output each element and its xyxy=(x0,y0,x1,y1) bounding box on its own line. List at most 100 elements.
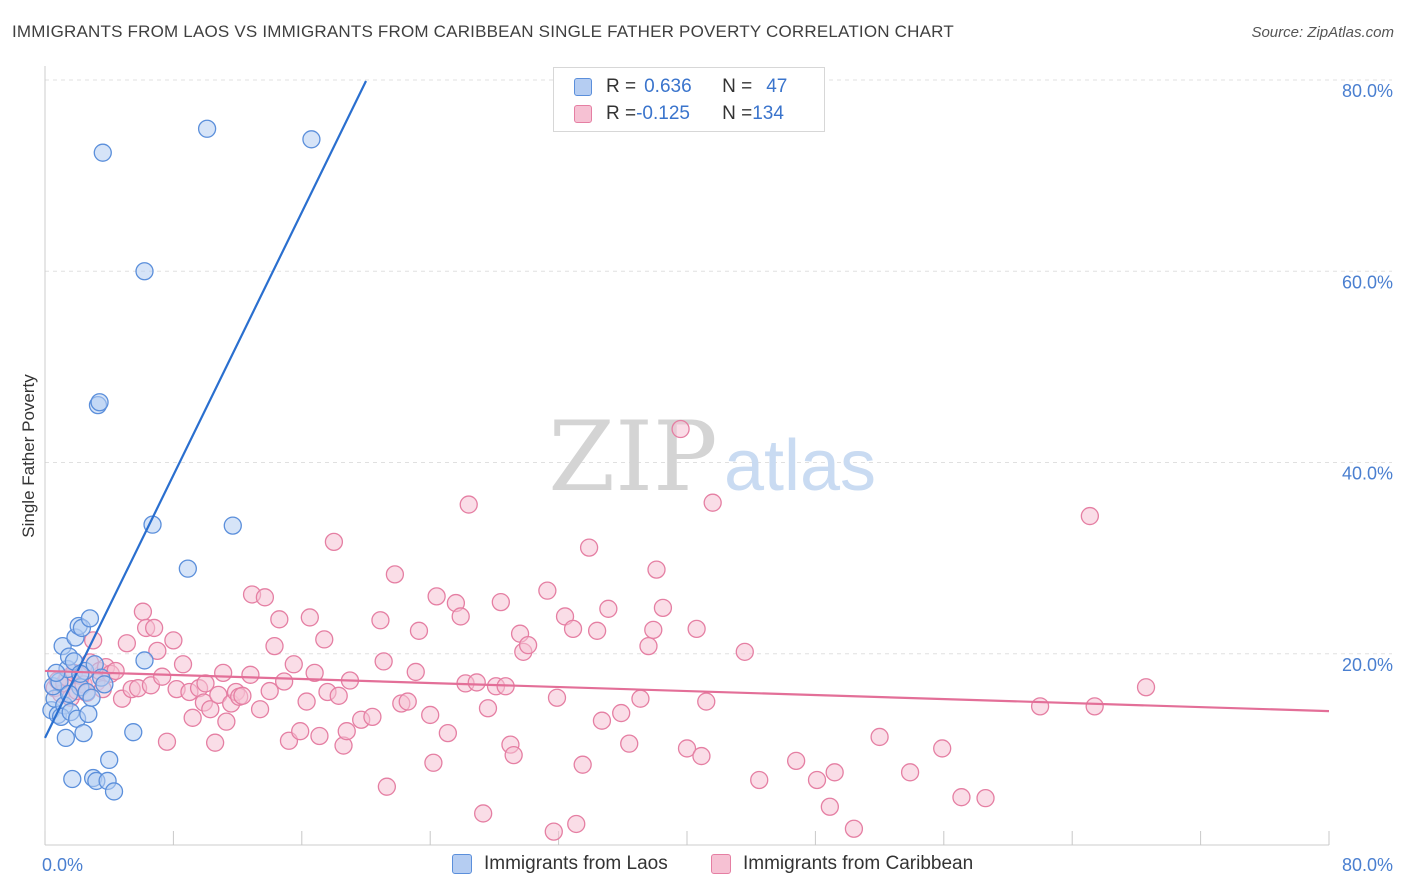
caribbean-point xyxy=(592,711,612,730)
caribbean-point xyxy=(474,804,493,823)
correlation-legend: R = 0.636 N = 47 R = -0.125 N = 134 xyxy=(553,67,825,132)
y-tick-label: 80.0% xyxy=(1342,81,1393,101)
caribbean-point xyxy=(164,631,183,650)
bottom-legend-laos: Immigrants from Laos xyxy=(452,851,668,877)
caribbean-point xyxy=(687,619,706,639)
legend-n-value: 47 xyxy=(766,76,788,97)
caribbean-point xyxy=(976,788,995,808)
caribbean-point xyxy=(406,662,425,682)
caribbean-point xyxy=(451,607,470,626)
caribbean-point xyxy=(579,538,599,557)
caribbean-point xyxy=(620,734,639,753)
caribbean-point xyxy=(157,732,177,751)
caribbean-point xyxy=(544,822,563,841)
caribbean-point xyxy=(315,630,334,649)
laos-point xyxy=(95,675,114,694)
caribbean-legend-swatch xyxy=(711,854,731,874)
caribbean-point xyxy=(612,703,631,723)
caribbean-point xyxy=(241,665,260,684)
legend-r-label: R = xyxy=(606,76,637,97)
caribbean-point xyxy=(1085,697,1104,716)
caribbean-point xyxy=(820,797,839,816)
caribbean-point xyxy=(844,819,864,838)
caribbean-point xyxy=(639,636,658,656)
caribbean-point xyxy=(265,636,284,656)
watermark-zip: ZIP xyxy=(548,401,717,513)
caribbean-point xyxy=(300,608,319,627)
caribbean-point xyxy=(587,621,607,640)
caribbean-point xyxy=(385,565,405,584)
caribbean-point xyxy=(933,739,952,758)
caribbean-point xyxy=(567,814,586,834)
laos-point xyxy=(124,723,143,742)
caribbean-point xyxy=(631,689,650,708)
caribbean-point xyxy=(491,592,510,612)
laos-swatch xyxy=(574,78,592,96)
caribbean-point xyxy=(363,707,382,727)
caribbean-point xyxy=(297,692,316,711)
laos-point xyxy=(135,262,154,281)
caribbean-point xyxy=(209,685,228,705)
caribbean-point xyxy=(538,581,557,600)
x-tick-label-max: 80.0% xyxy=(1342,855,1393,875)
caribbean-point xyxy=(438,723,458,743)
caribbean-point xyxy=(173,655,193,674)
caribbean-point xyxy=(409,621,429,640)
caribbean-point xyxy=(324,532,344,552)
caribbean-point xyxy=(697,692,716,711)
laos-point xyxy=(104,782,124,801)
caribbean-point xyxy=(786,751,806,770)
caribbean-point xyxy=(807,770,827,790)
watermark: ZIP atlas xyxy=(548,401,876,513)
laos-point xyxy=(47,663,66,683)
laos-point xyxy=(80,609,100,628)
caribbean-point xyxy=(270,610,289,629)
caribbean-point xyxy=(233,686,252,705)
laos-point xyxy=(135,651,154,670)
laos-point xyxy=(56,728,76,748)
caribbean-point xyxy=(274,672,294,691)
caribbean-point xyxy=(305,663,324,683)
y-tick-label: 60.0% xyxy=(1342,272,1393,292)
caribbean-point xyxy=(703,493,722,512)
caribbean-point xyxy=(374,652,393,671)
caribbean-point xyxy=(183,708,202,727)
laos-points xyxy=(42,119,321,801)
caribbean-point xyxy=(329,686,348,705)
caribbean-point xyxy=(735,642,754,661)
caribbean-point xyxy=(148,641,167,661)
legend-r-label: R = xyxy=(606,103,637,124)
caribbean-point xyxy=(573,755,592,774)
caribbean-point xyxy=(144,618,164,638)
legend-row-caribbean: R = -0.125 N = 134 xyxy=(574,102,784,126)
caribbean-point xyxy=(337,722,356,741)
caribbean-point xyxy=(647,560,666,579)
caribbean-point xyxy=(201,700,220,719)
caribbean-point xyxy=(504,745,523,765)
caribbean-point xyxy=(217,712,236,731)
laos-trend-line xyxy=(44,80,367,739)
caribbean-point xyxy=(424,753,443,772)
legend-n-label: N = xyxy=(722,103,753,124)
laos-point xyxy=(100,750,119,770)
caribbean-point xyxy=(518,635,538,655)
caribbean-point xyxy=(478,699,498,718)
watermark-atlas: atlas xyxy=(724,426,876,506)
laos-point xyxy=(93,143,112,162)
laos-point xyxy=(178,559,197,578)
caribbean-point xyxy=(825,763,844,782)
laos-point xyxy=(197,119,217,138)
laos-point xyxy=(90,393,109,412)
caribbean-point xyxy=(421,705,440,725)
caribbean-point xyxy=(599,599,618,618)
caribbean-point xyxy=(459,495,478,514)
caribbean-point xyxy=(284,655,303,674)
caribbean-point xyxy=(214,663,233,683)
x-tick-label-min: 0.0% xyxy=(42,855,83,875)
y-axis-label: Single Father Poverty xyxy=(19,374,38,538)
caribbean-point xyxy=(427,587,446,606)
chart-source: Source: ZipAtlas.com xyxy=(1251,24,1394,41)
caribbean-point xyxy=(255,588,275,607)
caribbean-point xyxy=(153,667,172,686)
laos-legend-swatch xyxy=(452,854,472,874)
